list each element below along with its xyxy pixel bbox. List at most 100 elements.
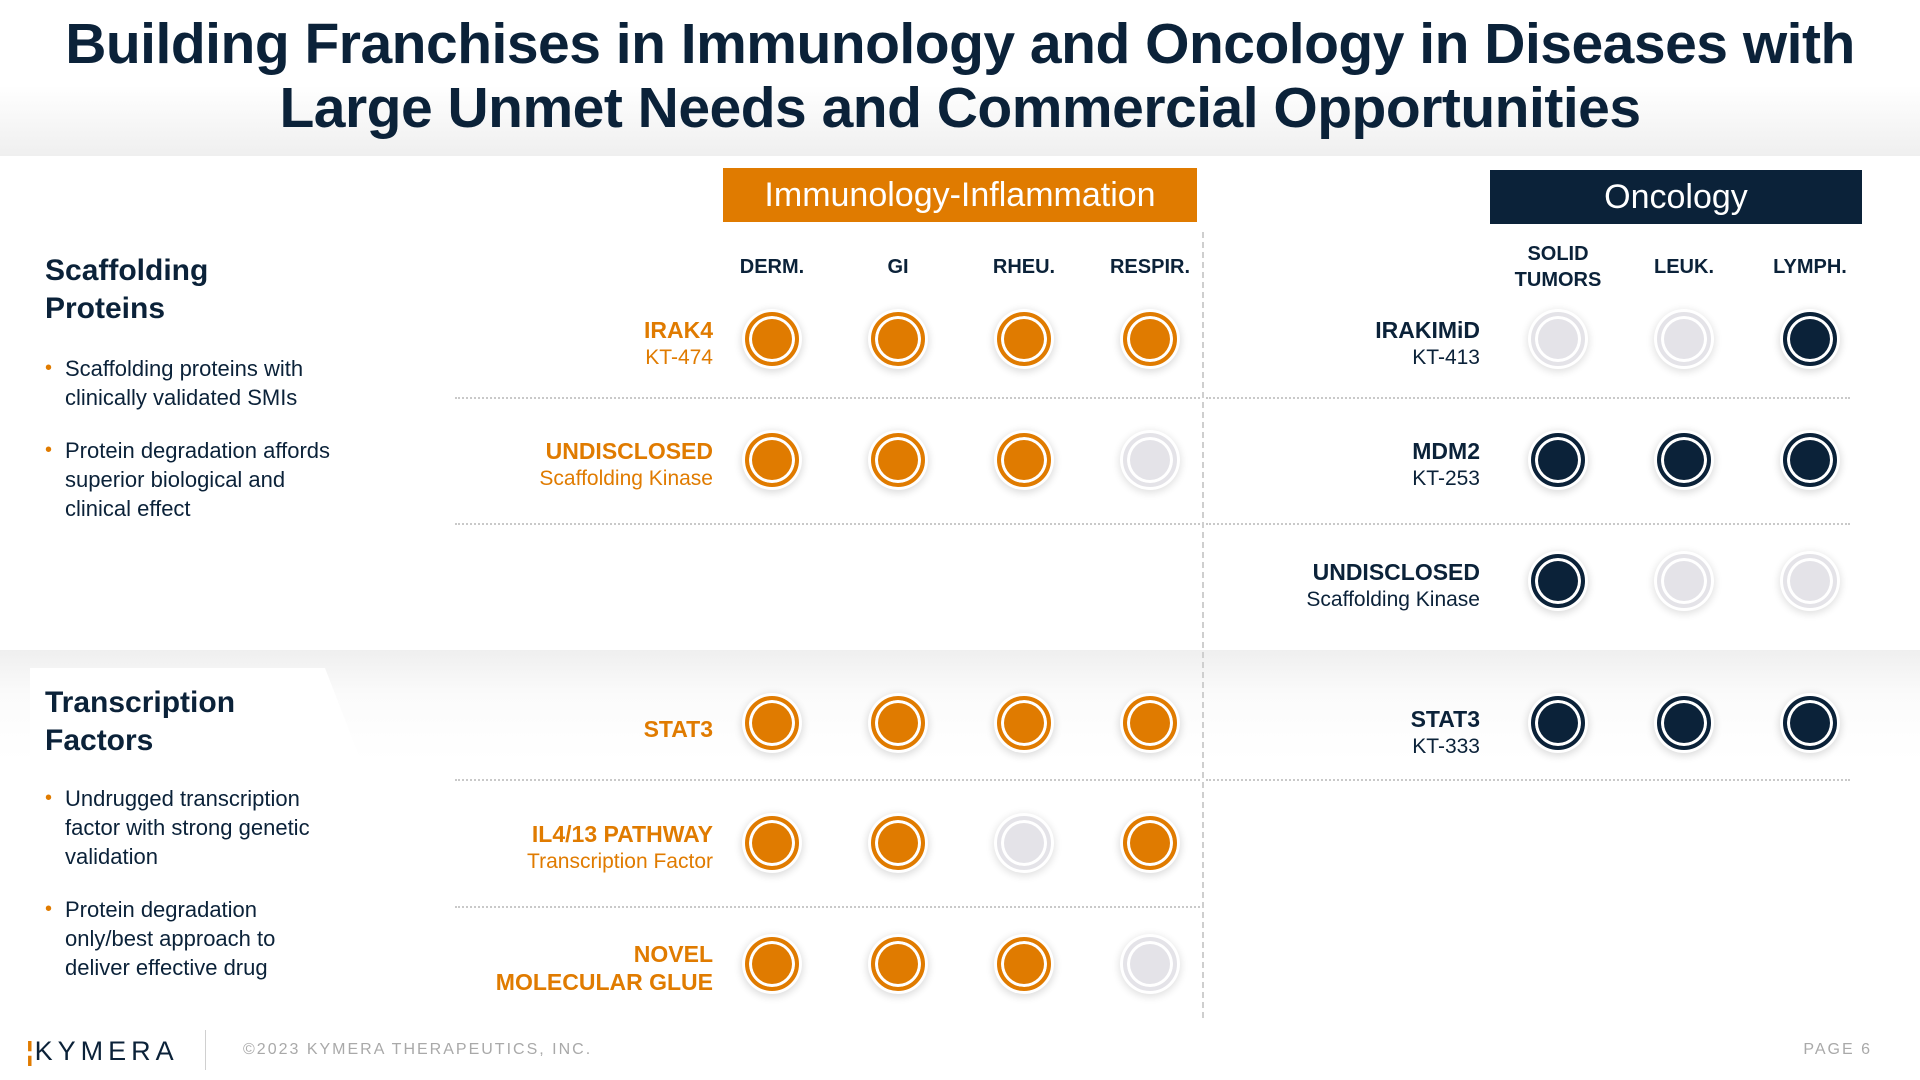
immunology-row-label-undisclosed: UNDISCLOSED Scaffolding Kinase [539, 437, 713, 492]
bullet-icon: • [45, 439, 53, 461]
card-bullet: • Undrugged transcription factor with str… [45, 784, 345, 871]
status-dot-oncology [1783, 312, 1837, 366]
footer [0, 1020, 1920, 1080]
status-dot-immunology [997, 816, 1051, 870]
row-label-sub: Scaffolding Kinase [539, 467, 713, 490]
bullet-icon: • [45, 357, 53, 379]
column-header-solid-tumors: SOLID TUMORS [1498, 241, 1618, 293]
status-dot-immunology [1123, 696, 1177, 750]
row-label-sub: Transcription Factor [527, 850, 713, 873]
column-header-leuk: LEUK. [1654, 256, 1714, 278]
status-dot-oncology [1783, 696, 1837, 750]
status-dot-immunology [871, 937, 925, 991]
oncology-row-label-mdm2: MDM2 KT-253 [1412, 437, 1480, 492]
row-label-sub: KT-474 [645, 346, 713, 369]
row-label-main: UNDISCLOSED [1312, 559, 1480, 585]
card-bullet-text: Protein degradation affords superior bio… [65, 438, 330, 521]
page-title-line-1: Building Franchises in Immunology and On… [65, 12, 1855, 76]
logo-mark-icon: ¦ [26, 1036, 34, 1066]
status-dot-immunology [871, 433, 925, 487]
row-label-sub: KT-413 [1412, 346, 1480, 369]
column-header-gi: GI [887, 256, 909, 278]
status-dot-oncology [1783, 554, 1837, 608]
card-title-line-1: Scaffolding [45, 254, 209, 287]
status-dot-oncology [1657, 554, 1711, 608]
page-number: PAGE 6 [1803, 1041, 1872, 1058]
status-dot-oncology [1783, 433, 1837, 487]
status-dot-immunology [1123, 937, 1177, 991]
oncology-row-label-irakimid: IRAKIMiD KT-413 [1375, 316, 1480, 371]
page-title-line-2: Large Unmet Needs and Commercial Opportu… [279, 76, 1641, 140]
row-label-main: STAT3 [643, 716, 713, 742]
kymera-logo: ¦KYMERA [26, 1037, 179, 1065]
category-divider [1202, 232, 1204, 1018]
title-band [0, 0, 1920, 156]
card-transcription-factors: Transcription Factors • Undrugged transcr… [30, 668, 390, 1002]
row-label-main: IL4/13 PATHWAY [531, 821, 713, 847]
status-dot-immunology [871, 696, 925, 750]
status-dot-oncology [1531, 312, 1585, 366]
row-separator [1206, 779, 1850, 781]
status-dot-immunology [871, 312, 925, 366]
bullet-icon: • [45, 787, 53, 809]
column-header-solid-line-1: SOLID [1527, 243, 1589, 265]
row-label-main-line-2: MOLECULAR GLUE [495, 969, 713, 995]
card-bullet: • Scaffolding proteins with clinically va… [45, 354, 345, 412]
category-header-oncology: Oncology [1490, 170, 1862, 224]
immunology-row-label-il4-13: IL4/13 PATHWAY Transcription Factor [527, 820, 713, 875]
row-separator [455, 906, 1200, 908]
status-dot-immunology [745, 696, 799, 750]
immunology-row-label-irak4: IRAK4 KT-474 [644, 316, 713, 371]
row-label-main: STAT3 [1410, 706, 1480, 732]
copyright-text: ©2023 KYMERA THERAPEUTICS, INC. [243, 1041, 593, 1058]
card-bullet-list: • Undrugged transcription factor with str… [45, 784, 345, 1002]
card-bullet: • Protein degradation only/best approach … [45, 895, 345, 982]
row-label-sub: Scaffolding Kinase [1306, 588, 1480, 611]
row-label-main: IRAKIMiD [1375, 317, 1480, 343]
card-bullet-text: Protein degradation only/best approach t… [65, 897, 276, 980]
row-label-sub: KT-253 [1412, 467, 1480, 490]
status-dot-oncology [1531, 554, 1585, 608]
status-dot-oncology [1531, 696, 1585, 750]
oncology-row-label-undisclosed: UNDISCLOSED Scaffolding Kinase [1306, 558, 1480, 613]
column-header-solid-line-2: TUMORS [1514, 269, 1602, 291]
status-dot-immunology [1123, 816, 1177, 870]
column-header-rheu: RHEU. [992, 256, 1056, 278]
row-label-main: UNDISCLOSED [545, 438, 713, 464]
row-separator [455, 397, 1200, 399]
status-dot-immunology [997, 937, 1051, 991]
card-bullet: • Protein degradation affords superior bi… [45, 436, 345, 523]
status-dot-oncology [1657, 312, 1711, 366]
row-label-main: IRAK4 [643, 317, 713, 343]
category-header-immunology: Immunology-Inflammation [723, 168, 1197, 222]
status-dot-immunology [745, 816, 799, 870]
card-title-line-1: Transcription [45, 686, 236, 719]
card-title-line-2: Factors [45, 724, 154, 757]
status-dot-oncology [1531, 433, 1585, 487]
status-dot-immunology [745, 312, 799, 366]
row-label-main: NOVEL [633, 941, 713, 967]
status-dot-oncology [1657, 696, 1711, 750]
page-title: Building Franchises in Immunology and On… [0, 12, 1920, 140]
status-dot-immunology [1123, 312, 1177, 366]
bullet-icon: • [45, 898, 53, 920]
card-bullet-text: Scaffolding proteins with clinically val… [65, 356, 304, 410]
footer-divider [205, 1030, 206, 1070]
oncology-row-label-stat3: STAT3 KT-333 [1411, 705, 1480, 760]
status-dot-immunology [997, 696, 1051, 750]
status-dot-immunology [745, 433, 799, 487]
status-dot-immunology [1123, 433, 1177, 487]
immunology-row-label-stat3: STAT3 [644, 715, 713, 743]
status-dot-immunology [745, 937, 799, 991]
card-bullet-text: Undrugged transcription factor with stro… [65, 786, 310, 869]
immunology-row-label-novel-glue: NOVEL MOLECULAR GLUE [496, 940, 713, 996]
status-dot-immunology [997, 433, 1051, 487]
row-label-main: MDM2 [1412, 438, 1480, 464]
card-title: Transcription Factors [45, 684, 305, 760]
row-separator [455, 779, 1200, 781]
column-header-lymph: LYMPH. [1773, 256, 1847, 278]
row-separator [1206, 523, 1850, 525]
logo-text: KYMERA [34, 1036, 179, 1066]
row-label-sub: KT-333 [1412, 735, 1480, 758]
card-scaffolding-proteins: Scaffolding Proteins • Scaffolding protei… [30, 224, 390, 558]
